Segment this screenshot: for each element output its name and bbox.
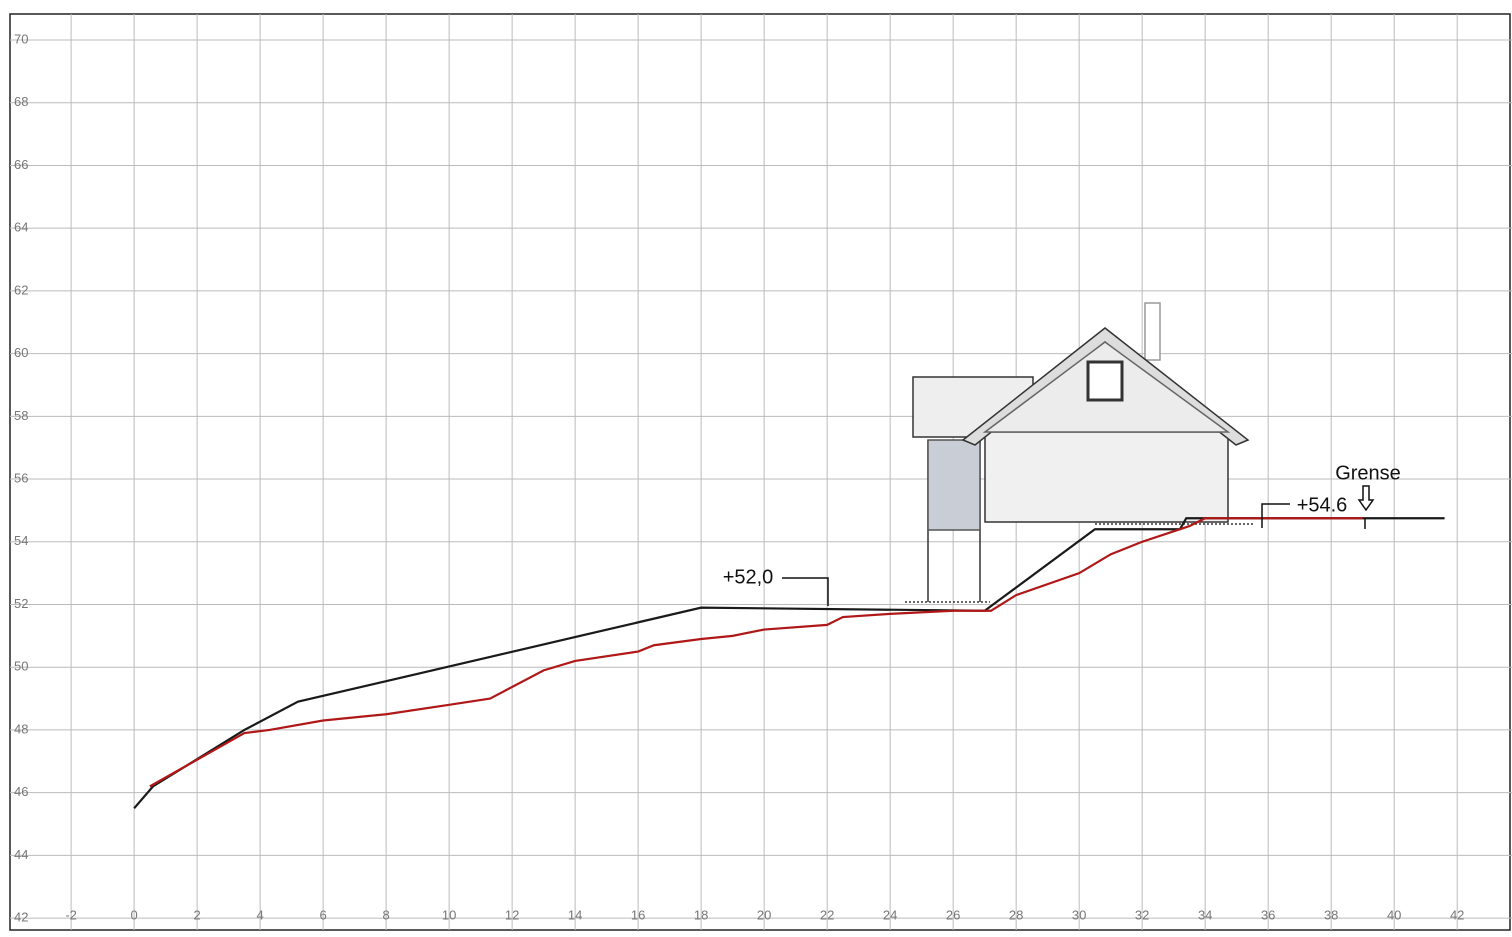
x-tick-label: 0	[130, 907, 137, 922]
y-tick-label: 58	[14, 408, 28, 423]
x-tick-label: 22	[820, 907, 834, 922]
x-tick-label: 16	[631, 907, 645, 922]
y-tick-label: 48	[14, 721, 28, 736]
x-tick-label: 12	[505, 907, 519, 922]
x-tick-label: 32	[1135, 907, 1149, 922]
annotation: +52,0	[723, 566, 774, 588]
y-tick-label: 62	[14, 282, 28, 297]
y-tick-label: 70	[14, 31, 28, 46]
x-tick-label: 26	[946, 907, 960, 922]
house	[905, 302, 1255, 603]
y-tick-label: 68	[14, 94, 28, 109]
chimney	[1144, 302, 1161, 361]
roof	[961, 327, 1250, 446]
terrain-line	[133, 517, 1445, 810]
x-tick-label: 2	[194, 907, 201, 922]
y-tick-label: 66	[14, 157, 28, 172]
x-tick-label: 30	[1072, 907, 1086, 922]
house-wall	[984, 431, 1229, 523]
y-tick-label: 64	[14, 220, 28, 235]
x-tick-label: 10	[442, 907, 456, 922]
x-tick-label: 36	[1261, 907, 1275, 922]
window	[1086, 360, 1124, 402]
x-tick-label: 14	[568, 907, 582, 922]
x-tick-label: 28	[1009, 907, 1023, 922]
y-tick-label: 46	[14, 784, 28, 799]
y-tick-label: 50	[14, 659, 28, 674]
annotation: Grense	[1335, 462, 1401, 484]
x-tick-label: 18	[694, 907, 708, 922]
x-tick-label: -2	[65, 907, 77, 922]
x-tick-label: 24	[883, 907, 897, 922]
leader	[1261, 503, 1290, 528]
y-tick-label: 56	[14, 470, 28, 485]
x-tick-label: 40	[1387, 907, 1401, 922]
x-tick-label: 34	[1198, 907, 1212, 922]
y-tick-label: 52	[14, 596, 28, 611]
arrow	[1357, 485, 1375, 512]
plot-frame	[9, 13, 1511, 931]
x-tick-label: 42	[1450, 907, 1464, 922]
porch-wall	[927, 439, 981, 531]
annotation: +54.6	[1297, 494, 1348, 516]
x-tick-label: 6	[320, 907, 327, 922]
y-tick-label: 42	[14, 910, 28, 925]
x-tick-label: 4	[257, 907, 264, 922]
annotation-leaders	[782, 485, 1375, 606]
x-tick-label: 8	[383, 907, 390, 922]
y-tick-label: 54	[14, 533, 28, 548]
leader	[782, 577, 829, 606]
x-tick-label: 38	[1324, 907, 1338, 922]
lines	[133, 517, 1445, 810]
y-tick-label: 60	[14, 345, 28, 360]
terrain-line	[149, 517, 1363, 788]
y-tick-label: 44	[14, 847, 28, 862]
x-tick-label: 20	[757, 907, 771, 922]
